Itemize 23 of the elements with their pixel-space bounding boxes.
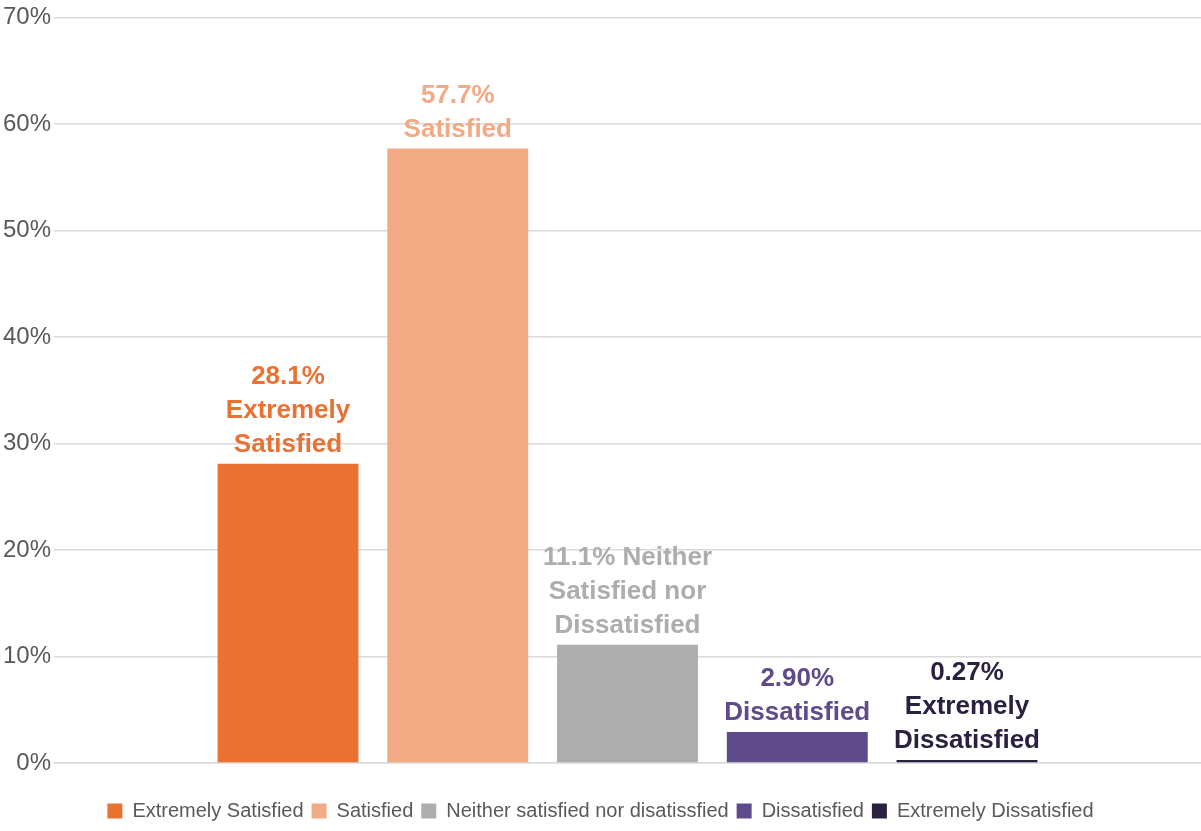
data-label: 2.90% Dissatisfied bbox=[724, 662, 871, 727]
y-tick-label: 20% bbox=[2, 534, 52, 562]
legend-label: Extremely Satisfied bbox=[132, 798, 304, 821]
y-tick-label: 40% bbox=[2, 321, 52, 349]
bar bbox=[726, 732, 868, 763]
y-tick-label: 10% bbox=[2, 641, 52, 669]
bar bbox=[557, 644, 698, 763]
legend-label: Extremely Dissatisfied bbox=[896, 798, 1094, 821]
data-label: 28.1% Extremely Satisfied bbox=[225, 359, 351, 458]
legend-label: Dissatisfied bbox=[761, 798, 864, 821]
y-tick-label: 50% bbox=[2, 215, 52, 243]
bar bbox=[217, 463, 359, 763]
bar bbox=[387, 148, 529, 763]
data-label: 57.7% Satisfied bbox=[403, 78, 512, 143]
data-label: 11.1% Neither Satisfied nor Dissatisfied bbox=[542, 540, 713, 639]
legend-label: Satisfied bbox=[336, 798, 414, 821]
data-label: 0.27% Extremely Dissatisfied bbox=[894, 656, 1040, 755]
y-tick-label: 60% bbox=[2, 108, 52, 136]
y-tick-label: 70% bbox=[2, 2, 52, 30]
bar bbox=[896, 760, 1038, 763]
y-tick-label: 0% bbox=[16, 747, 52, 775]
legend-label: Neither satisfied nor disatissfied bbox=[446, 798, 729, 821]
y-tick-label: 30% bbox=[2, 428, 52, 456]
